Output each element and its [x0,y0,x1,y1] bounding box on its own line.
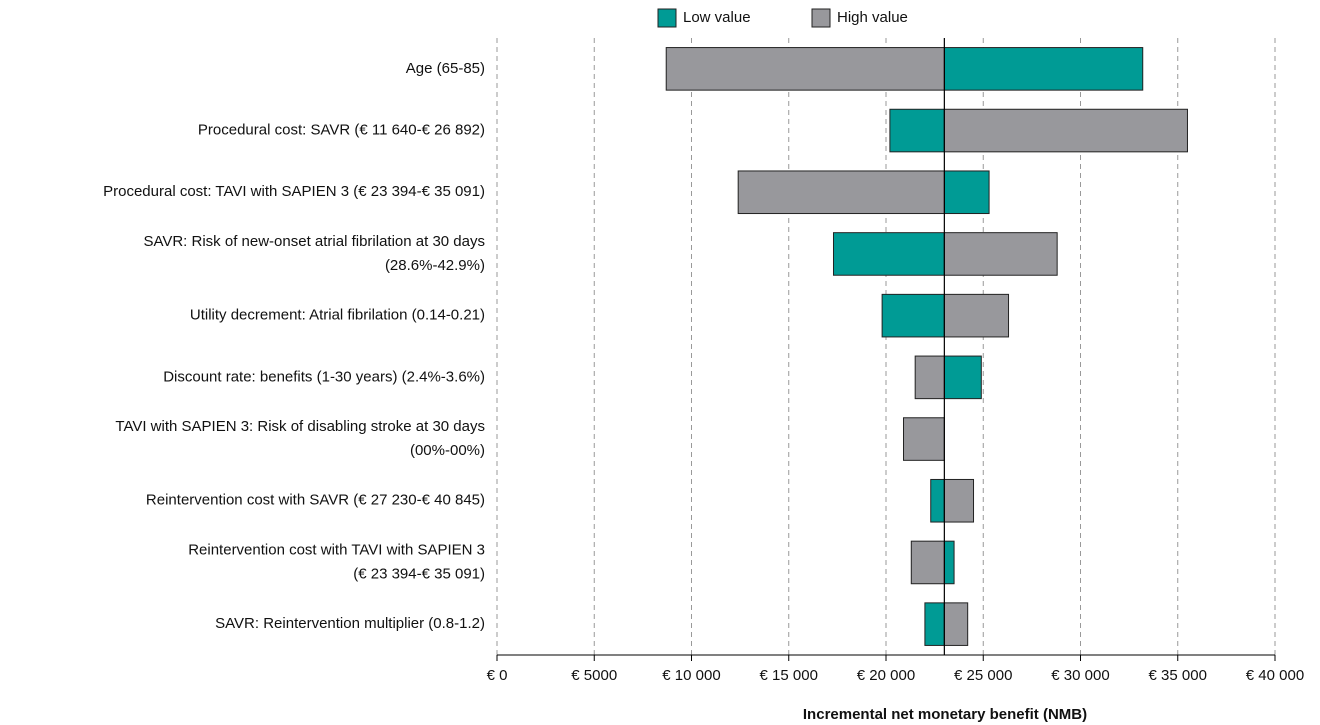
bar [943,170,990,215]
x-tick-label: € 0 [487,667,508,684]
category-label: Procedural cost: TAVI with SAPIEN 3 (€ 2… [103,183,485,200]
bar [889,108,945,153]
x-tick-label: € 10 000 [662,667,720,684]
category-label: Reintervention cost with SAVR (€ 27 230-… [146,492,485,509]
bar [914,355,945,400]
bar [924,602,945,646]
x-tick-label: € 15 000 [760,667,818,684]
legend-label: High value [837,9,908,26]
category-label: Reintervention cost with TAVI with SAPIE… [188,541,485,558]
category-label: Utility decrement: Atrial fibrilation (0… [190,307,485,324]
bar [832,232,945,276]
bar [665,47,945,91]
x-tick-label: € 40 000 [1246,667,1304,684]
bar [930,478,945,523]
category-label: SAVR: Risk of new-onset atrial fibrilati… [143,233,485,250]
bar [943,478,975,523]
category-label: TAVI with SAPIEN 3: Risk of disabling st… [115,418,485,435]
x-tick-label: € 5000 [571,667,617,684]
x-tick-label: € 30 000 [1051,667,1109,684]
bar [943,108,1188,153]
category-label: Procedural cost: SAVR (€ 11 640-€ 26 892… [198,122,485,139]
category-label: Discount rate: benefits (1-30 years) (2.… [163,368,485,385]
bar [903,417,945,461]
category-label: SAVR: Reintervention multiplier (0.8-1.2… [215,615,485,632]
bar [943,47,1144,91]
bar [943,355,982,400]
bar [943,602,969,646]
x-axis-title: Incremental net monetary benefit (NMB) [803,706,1087,723]
category-label: Age (65-85) [406,60,485,77]
category-label: (€ 23 394-€ 35 091) [353,565,485,582]
category-label: (28.6%-42.9%) [385,257,485,274]
bar [943,293,1010,338]
legend-swatch [657,8,677,28]
bar [737,170,945,215]
x-tick-label: € 35 000 [1149,667,1207,684]
bar [881,293,945,338]
legend-label: Low value [683,9,751,26]
bar [943,232,1058,276]
x-tick-label: € 25 000 [954,667,1012,684]
legend-swatch [811,8,831,28]
bar [910,540,945,585]
bar [943,540,955,585]
category-label: (00%-00%) [410,442,485,459]
x-tick-label: € 20 000 [857,667,915,684]
